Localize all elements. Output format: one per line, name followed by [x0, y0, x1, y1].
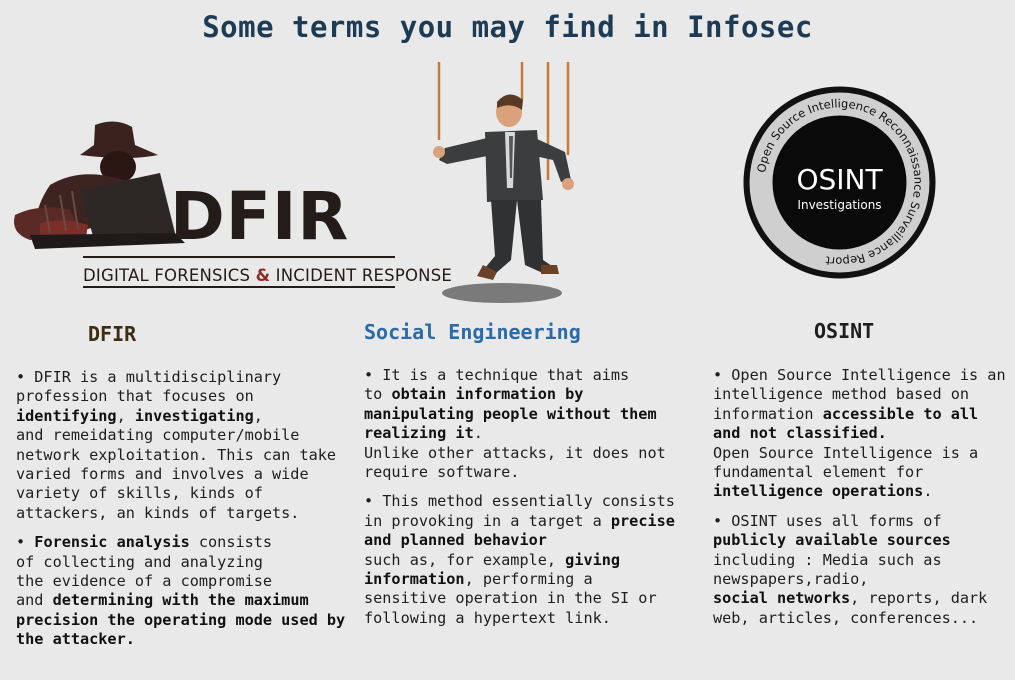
emphasis-text: precise and planned behavior: [364, 511, 675, 550]
dfir-paragraph-1: • DFIR is a multidisciplinary profession…: [16, 368, 361, 523]
osint-paragraph-2: • OSINT uses all forms of publicly availa…: [713, 512, 1013, 628]
body-text: , and remeidating computer/mobile network…: [16, 406, 337, 522]
osint-logo-subtitle: Investigations: [797, 198, 881, 212]
osint-logo-title: OSINT: [796, 163, 883, 196]
osint-badge: Open Source Intelligence Reconnaissance …: [743, 86, 936, 279]
se-paragraph-1: • It is a technique that aims to obtain i…: [364, 366, 684, 482]
body-text: .: [923, 482, 933, 501]
osint-heading: OSINT: [814, 319, 875, 343]
body-text: •: [16, 533, 35, 552]
body-text: consists of collecting and analyzing the e…: [16, 533, 273, 610]
dfir-logo-subtitle: DIGITAL FORENSICS & INCIDENT RESPONSE: [83, 266, 453, 285]
emphasis-text: identifying: [16, 406, 117, 425]
emphasis-text: obtain information by manipulating peopl…: [364, 385, 657, 443]
se-paragraph-2: • This method essentially consists in pr…: [364, 492, 684, 628]
body-text: such as, for example,: [364, 550, 566, 569]
body-text: Open Source Intelligence is a fundamenta…: [713, 443, 979, 482]
dfir-heading: DFIR: [88, 322, 137, 346]
page-title: Some terms you may find in Infosec: [202, 10, 813, 44]
body-text: , performing a sensitive operation in th…: [364, 570, 657, 627]
dfir-logo-title: DFIR: [170, 178, 350, 255]
emphasis-text: giving information: [364, 550, 621, 589]
social-engineering-heading: Social Engineering: [364, 320, 581, 344]
body-text: • It is a technique that aims to: [364, 366, 630, 404]
body-text: • DFIR is a multidisciplinary profession…: [16, 368, 282, 406]
body-text: • OSINT uses all forms of: [713, 511, 942, 530]
osint-paragraph-1: • Open Source Intelligence is an intelli…: [713, 366, 1013, 502]
emphasis-text: publicly available sources: [713, 531, 951, 550]
body-text: . Unlike other attacks, it does not requi…: [364, 424, 666, 482]
hacker-icon: [14, 121, 185, 249]
dfir-logo: [14, 121, 395, 288]
puppet-businessman-illustration: [433, 62, 574, 303]
emphasis-text: determining with the maximum precision t…: [16, 591, 346, 649]
body-text: ,: [116, 406, 135, 425]
body-text: including : Media such as newspapers,rad…: [713, 550, 942, 589]
emphasis-text: accessible to all and not classified.: [713, 404, 979, 443]
emphasis-text: Forensic analysis: [34, 533, 190, 552]
social-engineering-column: • It is a technique that aims to obtain i…: [364, 366, 684, 638]
body-text: • Open Source Intelligence is an intelli…: [713, 366, 1006, 423]
dfir-column: • DFIR is a multidisciplinary profession…: [16, 368, 361, 660]
body-text: • This method essentially consists in pr…: [364, 492, 675, 530]
osint-column: • Open Source Intelligence is an intelli…: [713, 366, 1013, 638]
body-text: , reports, dark web, articles, conferenc…: [713, 589, 988, 627]
emphasis-text: investigating: [134, 406, 254, 425]
emphasis-text: social networks: [713, 589, 851, 608]
dfir-paragraph-2: • Forensic analysis consists of collectin…: [16, 533, 361, 649]
emphasis-text: intelligence operations: [713, 482, 924, 501]
